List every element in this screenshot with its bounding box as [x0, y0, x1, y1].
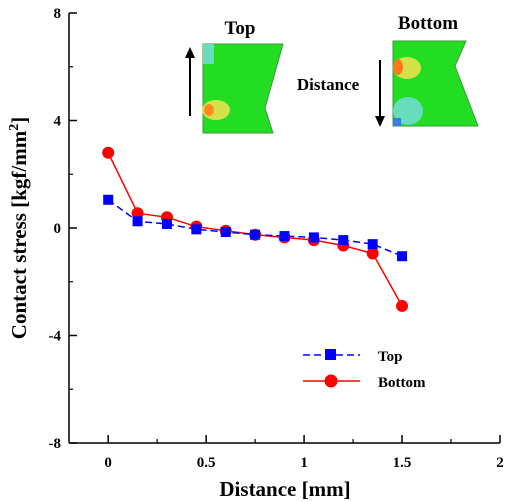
bottom-blue-spot — [393, 118, 401, 126]
bottom-hot-spot — [393, 59, 403, 75]
legend-top-marker — [325, 349, 336, 360]
data-point-bottom — [131, 207, 144, 220]
x-tick-label: 2 — [496, 455, 504, 471]
inset-bottom-image: Bottom — [392, 13, 479, 127]
inset-top-image: Top — [202, 18, 284, 134]
data-point-bottom — [102, 146, 115, 159]
top-cyan-spot — [203, 44, 214, 64]
y-tick-label: 0 — [54, 221, 62, 237]
data-point-top — [191, 224, 202, 235]
legend-bottom-label: Bottom — [378, 375, 426, 391]
y-tick-label: -4 — [49, 329, 62, 345]
series-layer — [102, 146, 409, 312]
data-point-top — [338, 235, 349, 246]
legend-bottom-marker — [324, 374, 338, 388]
data-point-top — [367, 239, 378, 250]
data-point-bottom — [366, 247, 379, 260]
y-tick-label: 4 — [54, 114, 62, 130]
data-point-top — [279, 231, 290, 242]
legend-top-label: Top — [378, 349, 402, 365]
legend: Top Bottom — [303, 349, 426, 391]
y-tick-label: 8 — [54, 6, 62, 22]
x-tick-label: 1.5 — [393, 455, 412, 471]
series-line-top — [107, 199, 403, 257]
inset-bottom-title: Bottom — [398, 13, 458, 34]
x-tick-label: 0.5 — [197, 455, 216, 471]
y-axis-title: Contact stress [kgf/mm2] — [7, 117, 31, 339]
data-point-top — [161, 218, 172, 229]
axis-ticks: 0 0.5 1 1.5 2 -8 -4 0 4 8 — [49, 6, 504, 471]
data-point-top — [308, 232, 319, 243]
x-axis-title: Distance [mm] — [219, 477, 350, 501]
top-hot-spot — [204, 104, 214, 116]
data-point-top — [103, 194, 114, 205]
x-tick-label: 0 — [104, 455, 112, 471]
y-tick-label: -8 — [49, 436, 62, 452]
down-arrow-icon — [375, 60, 385, 127]
x-tick-label: 1 — [300, 455, 308, 471]
inset-distance-label: Distance — [297, 75, 360, 94]
data-point-top — [250, 229, 261, 240]
data-point-top — [397, 251, 408, 262]
inset-top-title: Top — [225, 18, 256, 39]
data-point-top — [132, 216, 143, 227]
data-point-top — [220, 227, 231, 238]
up-arrow-icon — [185, 47, 195, 116]
data-point-bottom — [396, 299, 409, 312]
